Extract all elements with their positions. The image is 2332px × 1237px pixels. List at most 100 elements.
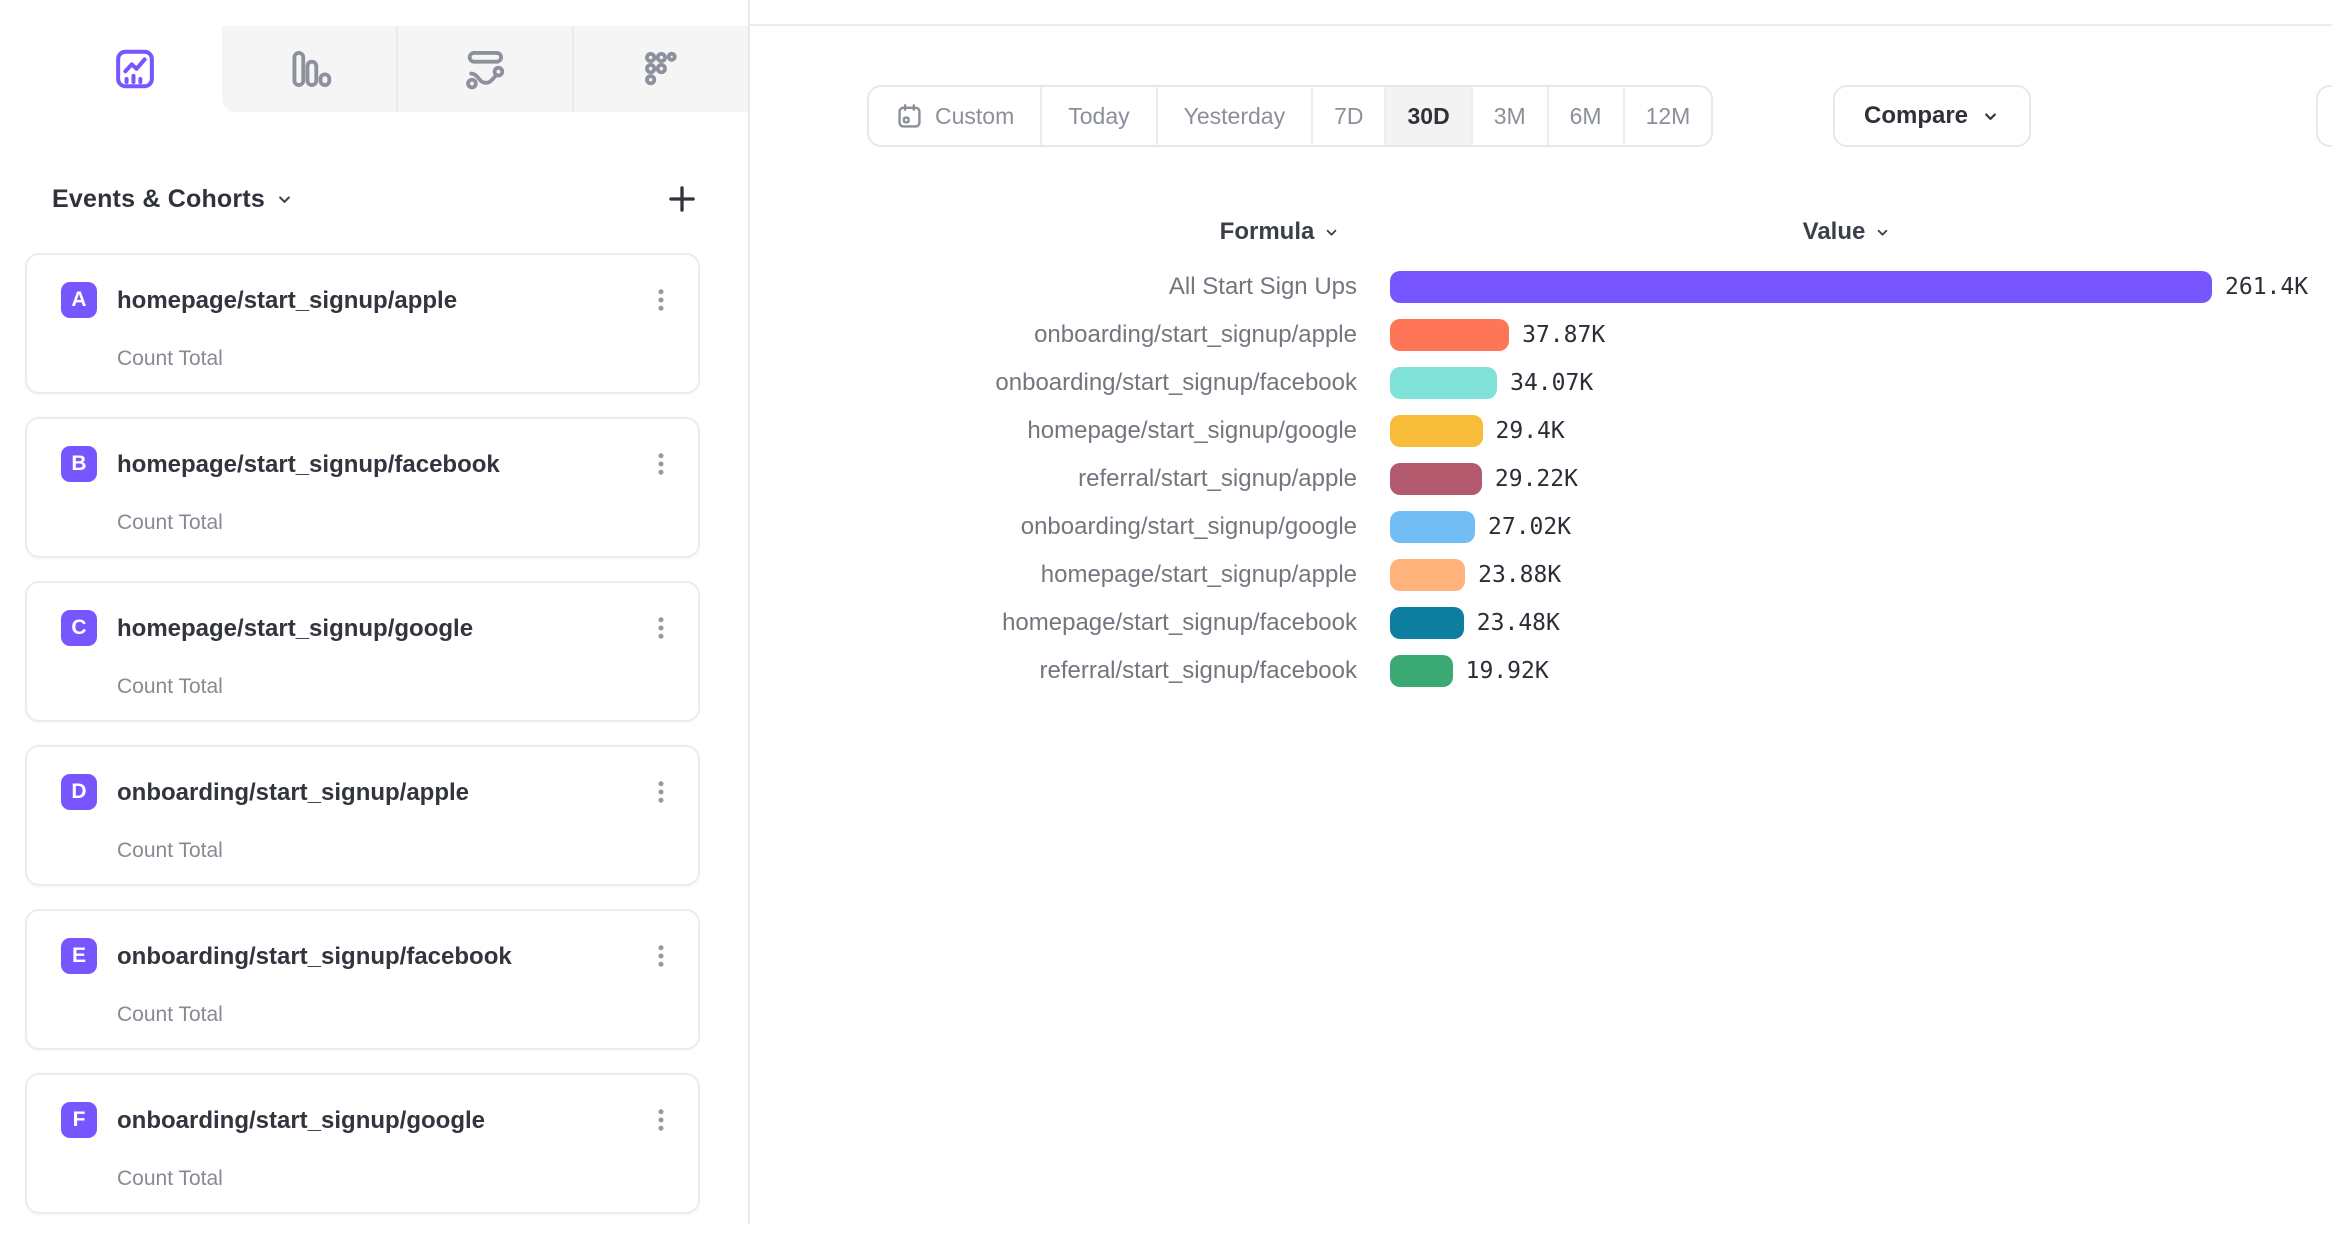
event-letter-badge: C [61,610,97,646]
date-range-12m[interactable]: 12M [1622,87,1712,145]
chart-row: onboarding/start_signup/facebook 34.07K [930,359,2330,407]
date-range-6m[interactable]: 6M [1546,87,1623,145]
kebab-icon [646,613,676,643]
date-range-label: 3M [1493,102,1526,129]
chart-row: homepage/start_signup/facebook 23.48K [930,599,2330,647]
add-event-button[interactable] [664,181,700,217]
date-range-label: 30D [1407,102,1450,129]
tab-retention[interactable] [572,26,748,112]
event-metric[interactable]: Count Total [117,347,223,370]
events-cohorts-header: Events & Cohorts [52,176,700,222]
kebab-icon [646,1105,676,1135]
event-name: homepage/start_signup/google [117,615,474,642]
event-menu-button[interactable] [646,285,676,318]
date-range-label: 12M [1645,102,1691,129]
date-range-label: Yesterday [1183,102,1286,129]
series-bar[interactable] [1390,415,1483,447]
series-bar[interactable] [1390,367,1498,399]
series-label: referral/start_signup/facebook [1039,657,1357,684]
date-range-today[interactable]: Today [1040,87,1155,145]
event-metric[interactable]: Count Total [117,1003,223,1026]
series-bar[interactable] [1390,271,2212,303]
tab-insights[interactable] [48,26,222,112]
series-label: onboarding/start_signup/apple [1034,321,1357,348]
series-bar[interactable] [1390,607,1464,639]
series-label: onboarding/start_signup/facebook [995,369,1357,396]
series-label: homepage/start_signup/google [1027,417,1357,444]
event-metric[interactable]: Count Total [117,1167,223,1190]
value-column-header[interactable]: Value [1722,212,1972,252]
series-value: 29.22K [1494,466,1578,492]
event-name: homepage/start_signup/apple [117,287,458,314]
date-range-label: 7D [1334,102,1364,129]
series-value: 23.88K [1478,562,1562,588]
tab-bar-report[interactable] [222,26,396,112]
event-name: homepage/start_signup/facebook [117,451,500,478]
event-metric[interactable]: Count Total [117,511,223,534]
series-bar[interactable] [1390,559,1466,591]
chevron-down-icon[interactable] [275,190,294,209]
event-name: onboarding/start_signup/apple [117,779,470,806]
event-menu-button[interactable] [646,613,676,646]
kebab-icon [646,285,676,315]
bar-chart-icon [286,46,332,92]
event-letter-badge: F [61,1102,97,1138]
chevron-down-icon [1981,107,2000,126]
chart-row: onboarding/start_signup/google 27.02K [930,503,2330,551]
event-menu-button[interactable] [646,777,676,810]
events-cohorts-title: Events & Cohorts [52,184,265,213]
event-menu-button[interactable] [646,941,676,974]
event-metric[interactable]: Count Total [117,839,223,862]
series-label: homepage/start_signup/facebook [1002,609,1357,636]
event-metric[interactable]: Count Total [117,675,223,698]
kebab-icon [646,941,676,971]
formula-column-header[interactable]: Formula [1150,212,1410,252]
series-value: 29.4K [1495,418,1565,444]
date-range-custom[interactable]: Custom [869,87,1040,145]
date-range-30d[interactable]: 30D [1384,87,1471,145]
series-label: onboarding/start_signup/google [1020,513,1357,540]
series-bar[interactable] [1390,463,1482,495]
chevron-down-icon [1323,224,1340,241]
kebab-icon [646,777,676,807]
tab-flows[interactable] [396,26,572,112]
chevron-down-icon [1874,224,1891,241]
event-menu-button[interactable] [646,449,676,482]
calendar-icon [895,102,924,131]
line-chart-icon [112,46,158,92]
event-letter-badge: E [61,938,97,974]
series-bar[interactable] [1390,655,1453,687]
date-range-label: 6M [1569,102,1602,129]
date-range-label: Custom [935,102,1015,129]
plus-icon [664,181,700,217]
series-value: 23.48K [1476,610,1560,636]
series-label: referral/start_signup/apple [1078,465,1357,492]
chart-row: homepage/start_signup/apple 23.88K [930,551,2330,599]
date-range-control: Custom Today Yesterday 7D 30D 3M 6M 12M [867,85,1714,147]
series-bar[interactable] [1390,319,1510,351]
compare-button[interactable]: Compare [1833,85,2032,147]
event-letter-badge: B [61,446,97,482]
event-name: onboarding/start_signup/google [117,1107,485,1134]
date-range-3m[interactable]: 3M [1470,87,1547,145]
series-bar[interactable] [1390,511,1475,543]
top-border-line [0,24,2332,26]
date-range-7d[interactable]: 7D [1311,87,1384,145]
chart-row: homepage/start_signup/google 29.4K [930,407,2330,455]
horizontal-bar-chart: All Start Sign Ups 261.4K onboarding/start… [930,263,2330,695]
series-value: 37.87K [1522,322,1606,348]
series-label: homepage/start_signup/apple [1040,561,1357,588]
series-label: All Start Sign Ups [1168,273,1357,300]
event-menu-button[interactable] [646,1105,676,1138]
chart-type-tabs [48,26,748,112]
clipped-edge-button[interactable] [2316,85,2332,147]
date-range-yesterday[interactable]: Yesterday [1155,87,1311,145]
compare-label: Compare [1864,102,1969,129]
